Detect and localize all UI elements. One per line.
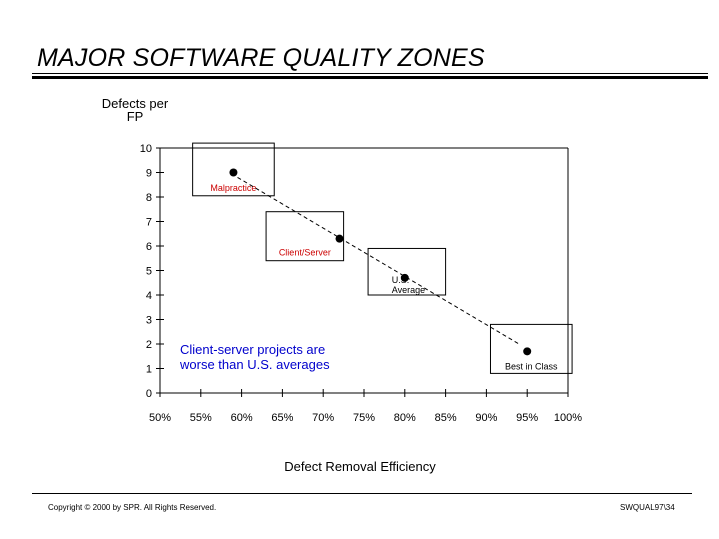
title-rule-thick [32,76,708,79]
y-tick-label: 4 [146,290,152,302]
data-point [400,273,409,282]
y-tick-label: 7 [146,217,152,229]
annotation-line1: Client-server projects are [180,342,325,357]
zone-label-best-in-class: Best in Class [505,361,558,371]
x-tick-label: 75% [353,412,375,424]
data-point [229,168,238,177]
annotation-line2: worse than U.S. averages [179,357,330,372]
y-axis-label: Defects per FP [100,97,170,123]
trend-line [237,176,520,345]
y-tick-label: 0 [146,388,152,400]
x-tick-label: 80% [394,412,416,424]
x-tick-label: 70% [312,412,334,424]
x-tick-label: 95% [516,412,538,424]
zone-box [367,247,447,296]
x-tick-label: 60% [231,412,253,424]
x-tick-label: 100% [554,412,582,424]
title-rule [32,73,708,74]
x-tick-label: 85% [435,412,457,424]
x-tick-label: 65% [271,412,293,424]
footer-rule [32,493,692,494]
slide-title: MAJOR SOFTWARE QUALITY ZONES [37,44,485,72]
zone-label-us-average-line2: Average [392,285,425,295]
y-tick-label: 2 [146,339,152,351]
zone-label-us-average-line1: U.S. [392,275,410,285]
zone-box [192,142,275,197]
y-tick-label: 10 [140,143,152,155]
y-axis-label-text: Defects per FP [101,96,169,124]
y-tick-label: 9 [146,168,152,180]
zone-label-client-server: Client/Server [279,248,331,258]
y-tick-label: 1 [146,364,152,376]
zone-box [265,211,345,262]
document-code: SWQUAL97\34 [620,503,675,512]
x-tick-label: 90% [475,412,497,424]
data-point [523,347,532,356]
copyright-text: Copyright © 2000 by SPR. All Rights Rese… [48,503,217,512]
y-tick-label: 3 [146,315,152,327]
data-point [335,234,344,243]
y-tick-label: 5 [146,266,152,278]
x-tick-label: 55% [190,412,212,424]
y-tick-label: 8 [146,192,152,204]
zone-label-malpractice: Malpractice [210,183,256,193]
zone-box [489,323,573,374]
x-axis-label: Defect Removal Efficiency [284,459,436,474]
y-tick-label: 6 [146,241,152,253]
x-tick-label: 50% [149,412,171,424]
